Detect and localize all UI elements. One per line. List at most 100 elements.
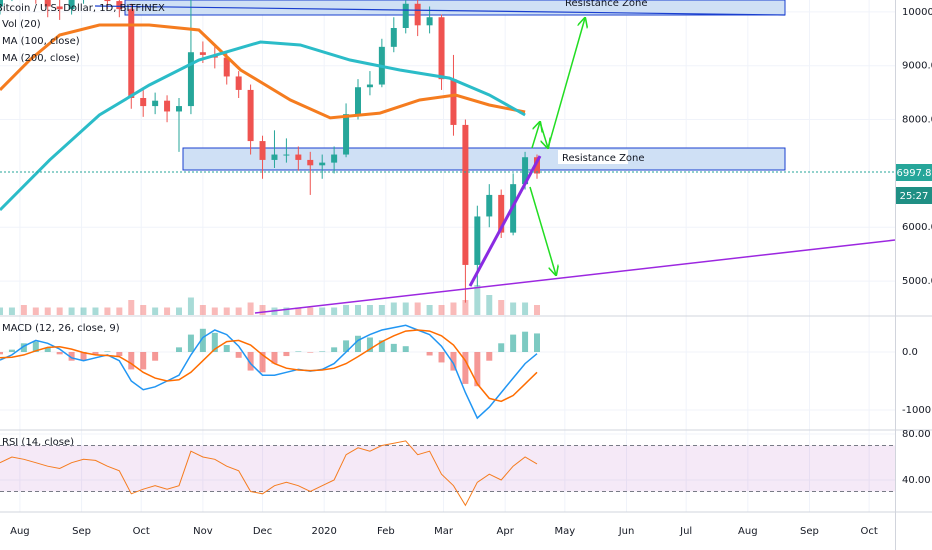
volume-bar — [56, 307, 63, 315]
resistance-zone-top — [124, 0, 786, 16]
volume-bar — [0, 307, 3, 315]
histogram-bar — [522, 331, 529, 352]
y-tick-label: 40.00 — [902, 475, 931, 486]
candle-body — [426, 17, 433, 26]
histogram-bar — [32, 341, 39, 352]
candle-body — [319, 162, 326, 166]
volume-bar — [20, 305, 27, 315]
y-tick-label: 8000.0 — [902, 115, 932, 126]
histogram-bar — [271, 351, 278, 364]
candle-body — [199, 52, 206, 55]
annotation: Resistance Zone — [562, 153, 645, 164]
x-tick-label: Oct — [133, 526, 150, 537]
moving-average — [0, 23, 526, 120]
histogram-bar — [534, 333, 540, 352]
x-tick-label: Mar — [434, 526, 454, 537]
legend-entry: MA (200, close) — [2, 53, 80, 64]
volume-bar — [247, 302, 254, 315]
last-price-box — [896, 164, 932, 181]
volume-bar — [68, 307, 75, 315]
histogram-bar — [56, 351, 63, 355]
x-tick-label: Feb — [377, 526, 395, 537]
arrow — [531, 122, 540, 149]
volume-bar — [199, 305, 206, 315]
histogram-bar — [20, 343, 27, 352]
volume-bar — [140, 305, 147, 315]
volume-bar — [187, 297, 194, 315]
x-tick-label: Sep — [800, 526, 819, 537]
candle-body — [522, 157, 529, 185]
volume-bar — [128, 300, 135, 315]
volume-bar — [295, 307, 302, 315]
x-tick-label: Jun — [618, 526, 635, 537]
histogram-bar — [426, 351, 433, 356]
histogram-bar — [247, 351, 254, 371]
x-tick-label: May — [555, 526, 576, 537]
histogram-bar — [450, 351, 457, 371]
candle-body — [104, 0, 111, 2]
histogram-bar — [92, 351, 99, 355]
candle-body — [498, 194, 505, 233]
histogram-bar — [319, 351, 326, 352]
histogram-bar — [187, 334, 194, 352]
legend-entry: Vol (20) — [2, 19, 41, 30]
histogram-bar — [390, 343, 397, 352]
volume-bar — [152, 307, 159, 315]
candle-body — [366, 84, 373, 88]
histogram-bar — [176, 347, 182, 352]
histogram-bar — [378, 340, 385, 352]
candle-body — [152, 100, 159, 107]
countdown: 25:27 — [900, 191, 929, 202]
x-tick-label: Apr — [497, 526, 515, 537]
trend-line — [254, 239, 895, 314]
volume-bar — [366, 305, 373, 315]
candle-body — [307, 159, 314, 166]
candle-body — [140, 98, 147, 107]
candle-body — [187, 52, 194, 107]
candle-body — [390, 28, 397, 47]
arrow — [539, 121, 548, 148]
candle-body — [283, 154, 290, 156]
volume-bar — [438, 305, 445, 315]
candle-body — [331, 154, 338, 163]
y-tick-label: -1000.0 — [902, 405, 932, 416]
histogram-bar — [211, 332, 218, 352]
y-tick-label: 5000.0 — [902, 276, 932, 287]
y-tick-label: 9000.0 — [902, 61, 932, 72]
volume-bar — [343, 305, 350, 315]
histogram-bar — [402, 346, 409, 352]
y-tick-label: 10000.0 — [902, 7, 932, 18]
candle-body — [176, 106, 182, 112]
histogram-bar — [295, 351, 302, 352]
candle-body — [128, 9, 135, 98]
x-tick-label: Oct — [860, 526, 877, 537]
moving-average — [0, 40, 526, 212]
indicator-line — [0, 440, 538, 507]
indicator-line — [0, 324, 538, 420]
x-tick-label: 2020 — [311, 526, 336, 537]
indicator-title: MACD (12, 26, close, 9) — [2, 323, 120, 334]
trend-line — [94, 5, 786, 16]
grid — [0, 0, 895, 512]
histogram-bar — [140, 351, 147, 370]
volume-bar — [223, 307, 230, 315]
volume-bar — [355, 305, 361, 315]
volume-bar — [486, 295, 493, 315]
x-tick-label: Jul — [679, 526, 692, 537]
volume-bar — [474, 285, 481, 315]
volume-bar — [319, 307, 326, 315]
candle-body — [462, 124, 469, 265]
histogram-bar — [235, 351, 242, 358]
volume-bar — [211, 307, 218, 315]
volume-bar — [8, 307, 15, 315]
volume-bar — [80, 307, 87, 315]
volume-bar — [510, 302, 517, 315]
candle-body — [450, 79, 457, 125]
candle-body — [56, 6, 63, 10]
candle-body — [474, 216, 481, 265]
histogram-bar — [498, 343, 505, 352]
candle-body — [271, 154, 278, 160]
x-tick-label: Sep — [72, 526, 91, 537]
candle-body — [116, 1, 123, 10]
x-tick-label: Aug — [10, 526, 30, 537]
